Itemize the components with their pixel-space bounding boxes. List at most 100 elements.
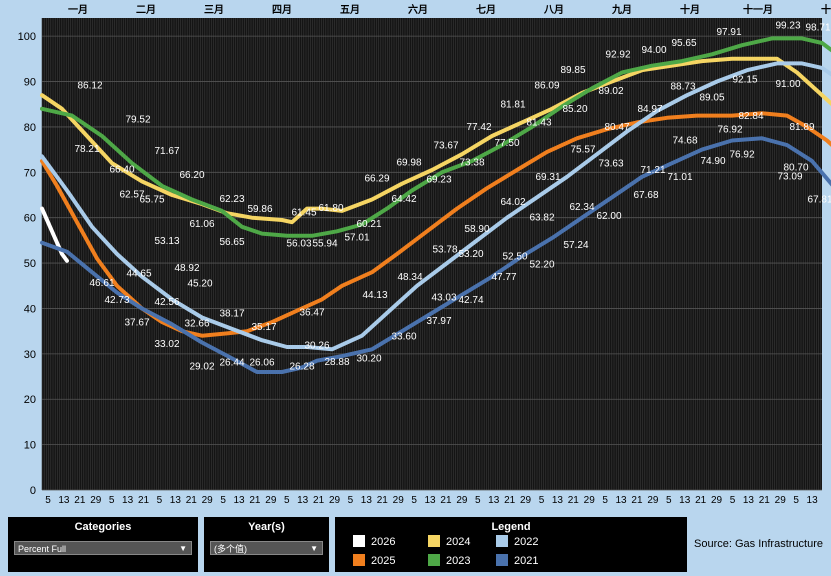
month-label: 八月 [543,4,564,16]
x-tick-label: 29 [584,495,596,506]
data-label: 69.98 [396,158,421,169]
data-label: 82.84 [738,111,763,122]
data-label: 48.92 [174,263,199,274]
month-label: 十一月 [743,3,773,16]
legend-panel: Legend 2026 2024 2022 2025 2023 2021 [335,517,687,572]
years-dropdown[interactable]: (多个值) ▼ [210,541,323,555]
data-label: 62.57 [119,189,144,200]
data-label: 44.65 [126,269,151,280]
data-label: 26.28 [289,361,314,372]
data-label: 47.77 [491,272,516,283]
data-label: 57.24 [563,240,588,251]
data-label: 61.80 [318,203,343,214]
data-label: 52.20 [529,260,554,271]
data-label: 28.88 [324,357,349,368]
x-tick-label: 21 [440,495,452,506]
data-label: 86.09 [534,80,559,91]
x-tick-label: 13 [807,495,819,506]
y-tick-label: 60 [24,213,36,225]
legend-item-2023: 2023 [428,554,470,567]
x-tick-label: 21 [377,495,389,506]
x-tick-label: 5 [348,495,354,506]
data-label: 85.20 [562,104,587,115]
month-label: 十月 [680,3,700,16]
data-label: 53.13 [154,236,179,247]
month-label: 九月 [611,3,632,16]
legend-swatch [428,535,440,547]
data-label: 45.20 [187,279,212,290]
source-note: Source: Gas Infrastructure [694,538,823,550]
y-tick-label: 40 [24,303,36,315]
data-label: 95.65 [671,38,696,49]
years-title: Year(s) [248,521,285,533]
data-label: 66.40 [109,164,134,175]
data-label: 91.00 [775,79,800,90]
data-label: 71.67 [154,146,179,157]
data-label: 55.94 [312,238,337,249]
y-tick-label: 70 [24,167,36,179]
categories-value: Percent Full [18,544,67,554]
data-label: 52.50 [502,251,527,262]
x-tick-label: 5 [793,495,799,506]
data-label: 56.65 [219,237,244,248]
data-label: 57.01 [344,232,369,243]
chart: 0 10 20 30 40 50 60 70 80 90 100 一月 二月 三月 四月 五月 六月 七月 八月 九月… [17,3,831,506]
x-tick-label: 21 [631,495,643,506]
x-tick-label: 29 [393,495,405,506]
data-label: 43.03 [431,292,456,303]
data-label: 89.85 [560,65,585,76]
chevron-down-icon: ▼ [179,544,187,553]
month-label: 六月 [408,3,428,16]
data-label: 99.23 [775,20,800,31]
data-label: 92.92 [605,49,630,60]
y-tick-label: 30 [24,349,36,361]
data-label: 36.47 [299,307,324,318]
month-label: 二月 [136,4,156,16]
categories-dropdown[interactable]: Percent Full ▼ [14,541,192,555]
month-label: 十 [821,3,831,16]
series-line-2026 [40,206,69,263]
data-label: 37.67 [124,317,149,328]
x-tick-label: 13 [488,495,500,506]
data-label: 97.91 [716,27,741,38]
data-label: 76.92 [729,149,754,160]
series-line-2021 [40,136,831,374]
x-tick-label: 29 [329,495,341,506]
data-label: 75.57 [570,144,595,155]
x-tick-label: 5 [475,495,481,506]
x-tick-label: 13 [122,495,134,506]
month-label: 三月 [204,4,224,16]
legend-swatch [353,554,365,566]
x-tick-label: 21 [74,495,86,506]
data-label: 74.90 [700,156,725,167]
legend-label: 2022 [514,536,539,548]
legend-label: 2026 [371,536,396,548]
data-label: 62.00 [596,211,621,222]
data-label: 32.66 [184,319,209,330]
x-tick-label: 5 [666,495,672,506]
series-line-2024 [40,56,831,225]
x-tick-label: 21 [186,495,198,506]
data-label: 29.02 [189,361,214,372]
legend-swatch [496,535,508,547]
x-tick-label: 29 [711,495,723,506]
x-tick-label: 21 [249,495,261,506]
data-label: 64.02 [500,197,525,208]
data-label: 53.20 [458,249,483,260]
legend-label: 2024 [446,536,471,548]
x-tick-label: 29 [265,495,277,506]
data-label: 46.61 [89,278,114,289]
data-label: 73.63 [598,158,623,169]
data-label: 38.17 [219,309,244,320]
data-label: 89.05 [699,93,724,104]
data-label: 62.23 [219,194,244,205]
x-tick-label: 5 [109,495,115,506]
series-line-2022 [40,61,831,352]
y-tick-label: 100 [18,31,36,43]
data-label: 80.70 [783,162,808,173]
data-label: 86.12 [77,80,102,91]
data-label: 53.78 [432,245,457,256]
y-tick-label: 80 [24,122,36,134]
data-label: 92.15 [732,74,757,85]
data-label: 73.38 [459,158,484,169]
